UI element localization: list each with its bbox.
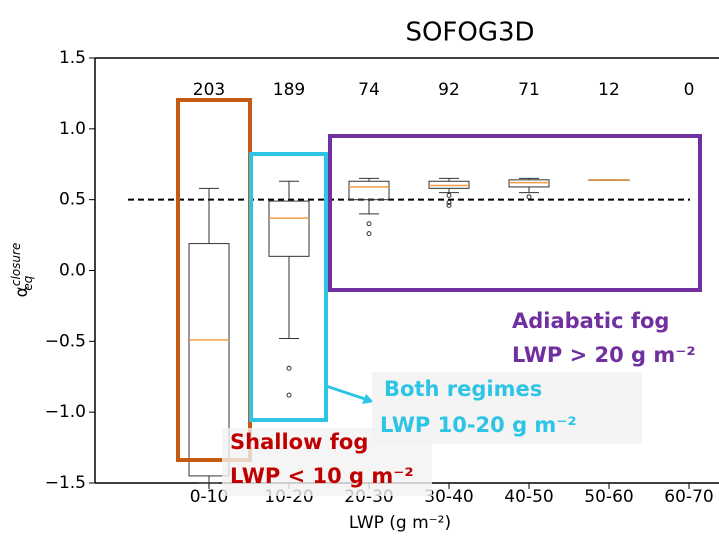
y-axis-label: αclosureeq bbox=[9, 243, 35, 298]
y-sup: closure bbox=[9, 243, 23, 286]
count-label: 189 bbox=[273, 80, 305, 100]
adiabatic-box bbox=[328, 134, 702, 292]
count-label: 12 bbox=[598, 80, 620, 100]
y-tick-label: 1.0 bbox=[59, 119, 86, 139]
y-sub: eq bbox=[21, 275, 35, 290]
count-label: 71 bbox=[518, 80, 540, 100]
flier bbox=[366, 231, 372, 237]
count-label: 74 bbox=[358, 80, 380, 100]
box bbox=[268, 200, 310, 257]
y-symbol: α bbox=[12, 286, 32, 297]
shallow-bg bbox=[222, 428, 432, 496]
y-tick-label: −1.5 bbox=[45, 473, 86, 493]
box bbox=[188, 243, 230, 477]
y-tick-label: 1.5 bbox=[59, 48, 86, 68]
annotation: Both regimes bbox=[384, 377, 542, 401]
x-tick-label: 30-40 bbox=[424, 487, 473, 507]
count-label: 0 bbox=[684, 80, 695, 100]
count-label: 92 bbox=[438, 80, 460, 100]
x-tick-label: 40-50 bbox=[504, 487, 553, 507]
chart-title: SOFOG3D bbox=[405, 18, 534, 48]
count-label: 203 bbox=[193, 80, 225, 100]
flier bbox=[286, 365, 292, 371]
x-tick-label: 0-10 bbox=[190, 487, 229, 507]
y-tick-label: 0.0 bbox=[59, 261, 86, 281]
both-box bbox=[249, 152, 328, 422]
annotation: LWP < 10 g m⁻² bbox=[230, 464, 414, 488]
flier bbox=[526, 194, 532, 200]
y-tick-label: −1.0 bbox=[45, 402, 86, 422]
arrow bbox=[325, 384, 369, 402]
flier bbox=[446, 192, 452, 198]
flier bbox=[446, 200, 452, 205]
x-tick-label: 50-60 bbox=[584, 487, 633, 507]
plot: −1.5−1.0−0.50.00.51.01.50-1020310-201892… bbox=[45, 48, 714, 507]
y-tick-label: −0.5 bbox=[45, 331, 86, 351]
box bbox=[348, 180, 390, 201]
annotation: LWP > 20 g m⁻² bbox=[512, 343, 696, 367]
flier bbox=[366, 221, 372, 227]
annotation: Shallow fog bbox=[230, 430, 368, 454]
y-tick-label: 0.5 bbox=[59, 190, 86, 210]
flier bbox=[446, 202, 452, 208]
annotation: LWP 10-20 g m⁻² bbox=[380, 413, 577, 437]
x-tick-label: 60-70 bbox=[664, 487, 713, 507]
flier bbox=[286, 392, 292, 398]
arrow-head bbox=[362, 394, 374, 404]
x-axis-label: LWP (g m⁻²) bbox=[349, 513, 451, 533]
annotation: Adiabatic fog bbox=[512, 309, 669, 333]
